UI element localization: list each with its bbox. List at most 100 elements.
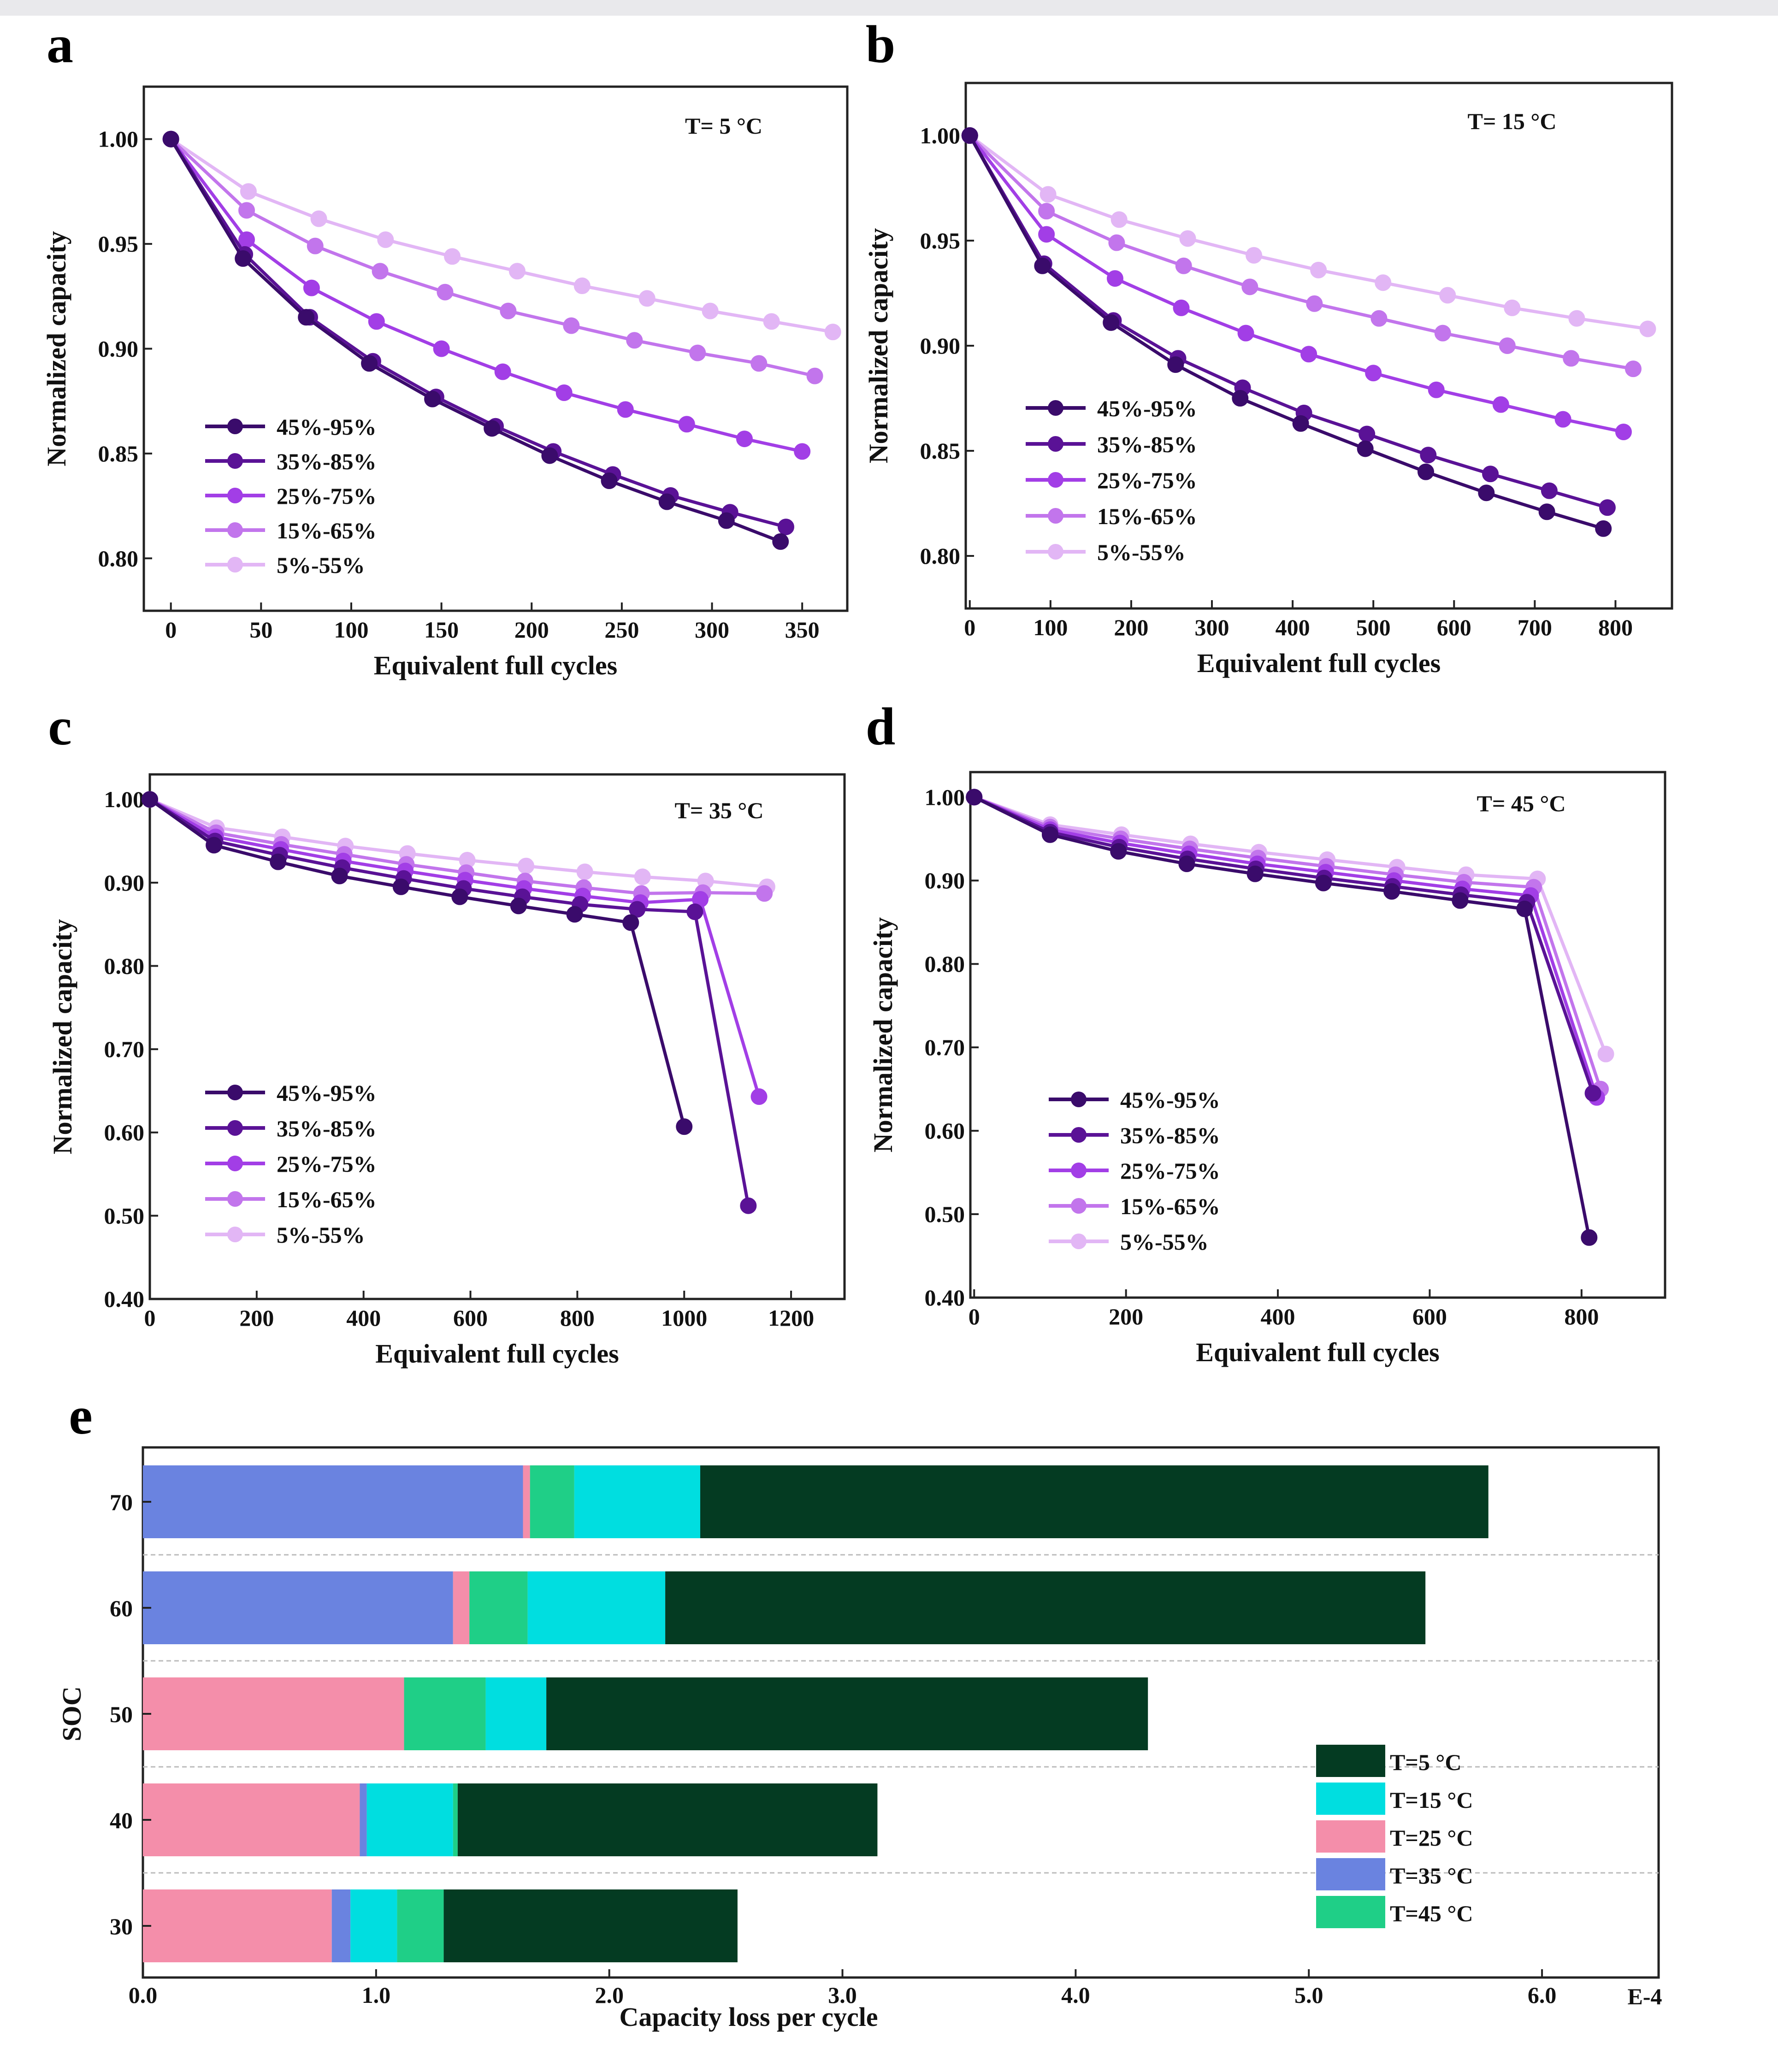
panel-letter-d: d (866, 697, 896, 756)
data-point (1538, 503, 1555, 520)
bar-row-40 (143, 1783, 878, 1856)
data-point (1167, 356, 1184, 373)
y-tick-label: 50 (110, 1701, 133, 1727)
legend-label: 25%-75% (277, 1151, 377, 1177)
bar-segment (665, 1571, 1426, 1644)
legend-marker (227, 522, 243, 538)
legend-label: 15%-65% (277, 1187, 377, 1212)
data-point (494, 363, 511, 380)
y-tick-label: 30 (110, 1913, 133, 1939)
x-tick-label: 0.0 (129, 1982, 158, 2008)
y-tick-label: 0.80 (920, 543, 961, 569)
panel-letter-b: b (866, 15, 896, 74)
legend-marker (1048, 472, 1063, 488)
bar-segment (143, 1889, 332, 1962)
legend-label: 5%-55% (1097, 539, 1186, 565)
series-line (968, 135, 1608, 509)
data-point (1041, 826, 1058, 843)
data-point (1241, 278, 1258, 295)
legend-label: 45%-95% (1120, 1087, 1220, 1113)
legend-marker (1071, 1127, 1087, 1143)
panel-c: c 0 200 400 600 800 1000 1200 0.40 0.50 0.60 0.70 0.… (47, 697, 846, 1369)
legend-swatch (1316, 1896, 1385, 1928)
series-line (169, 138, 803, 453)
x-tick-label: 400 (1261, 1304, 1295, 1329)
data-point (500, 302, 517, 319)
data-point (1106, 270, 1123, 287)
data-point (1434, 325, 1451, 342)
x-tick-label: 6.0 (1528, 1982, 1557, 2008)
data-point (750, 355, 768, 372)
data-point (772, 533, 789, 550)
data-point (1563, 350, 1580, 367)
y-tick-label: 0.70 (925, 1034, 965, 1060)
y-tick-label: 1.00 (104, 786, 145, 812)
legend-marker (227, 1120, 243, 1136)
series-line (968, 135, 1604, 531)
data-point (750, 1088, 768, 1105)
x-axis-label: Capacity loss per cycle (619, 2002, 878, 2032)
data-point (617, 401, 634, 418)
data-point (1300, 346, 1317, 363)
data-point (961, 127, 978, 144)
data-point (270, 853, 287, 870)
panel-b: b 0 100 200 300 400 500 600 700 800 0.80 0.85 0.90 0.… (863, 15, 1673, 678)
legend-marker (227, 453, 243, 469)
bar-segment (143, 1677, 404, 1750)
data-point (658, 493, 675, 510)
x-tick-label: 250 (604, 617, 639, 643)
x-tick-label: 1200 (768, 1305, 814, 1331)
bar-row-60 (143, 1571, 1426, 1644)
x-tick-label: 3.0 (828, 1982, 857, 2008)
y-tick-label: 0.85 (98, 441, 139, 466)
legend-swatch (1316, 1745, 1385, 1777)
data-point (451, 888, 468, 905)
y-tick-label: 0.70 (104, 1036, 145, 1062)
series-45%-95% (966, 789, 1598, 1246)
data-point (424, 390, 441, 407)
x-axis-label: Equivalent full cycles (375, 1339, 619, 1369)
data-point (392, 878, 409, 895)
bar-segment (366, 1783, 453, 1856)
y-tick-label: 40 (110, 1807, 133, 1833)
y-tick-label: 1.00 (925, 784, 965, 810)
panel-letter-a: a (47, 15, 73, 74)
panel-e: e 70 60 50 40 30 0.0 1.0 2.0 3.0 4.0 5.0 6.0 E-4 Capac… (57, 1387, 1662, 2032)
data-point (824, 324, 841, 341)
x-tick-label: 350 (785, 617, 820, 643)
x-tick-label: 1000 (661, 1305, 707, 1331)
y-tick-label: 0.50 (925, 1201, 965, 1227)
series-45%-95% (961, 127, 1612, 537)
bar-segment (360, 1783, 367, 1856)
x-tick-label: 0 (964, 614, 975, 640)
legend-marker (1071, 1198, 1087, 1214)
y-tick-label: 70 (110, 1489, 133, 1515)
data-point (1310, 261, 1327, 278)
legend-marker (227, 419, 243, 434)
y-tick-label: 0.40 (104, 1286, 145, 1312)
bar-segment (143, 1465, 523, 1538)
data-point (377, 231, 394, 248)
legend-marker (227, 557, 243, 573)
x-tick-label: 300 (1195, 614, 1229, 640)
legend-marker (227, 1085, 243, 1100)
data-point (1246, 247, 1263, 264)
x-tick-label: 600 (1412, 1304, 1447, 1329)
x-tick-label: 1.0 (362, 1982, 391, 2008)
data-point (235, 250, 252, 267)
y-axis-label: SOC (57, 1686, 87, 1741)
series-15%-65% (961, 127, 1642, 378)
data-point (240, 183, 257, 200)
bar-segment (143, 1571, 453, 1644)
y-tick-label: 0.60 (104, 1120, 145, 1145)
data-point (1178, 856, 1195, 873)
data-point (1357, 440, 1374, 457)
data-point (1417, 463, 1434, 480)
bar-segment (485, 1677, 547, 1750)
data-point (1173, 299, 1190, 316)
data-point (806, 367, 823, 384)
data-point (566, 906, 583, 923)
data-point (629, 901, 646, 918)
data-point (1175, 257, 1192, 274)
